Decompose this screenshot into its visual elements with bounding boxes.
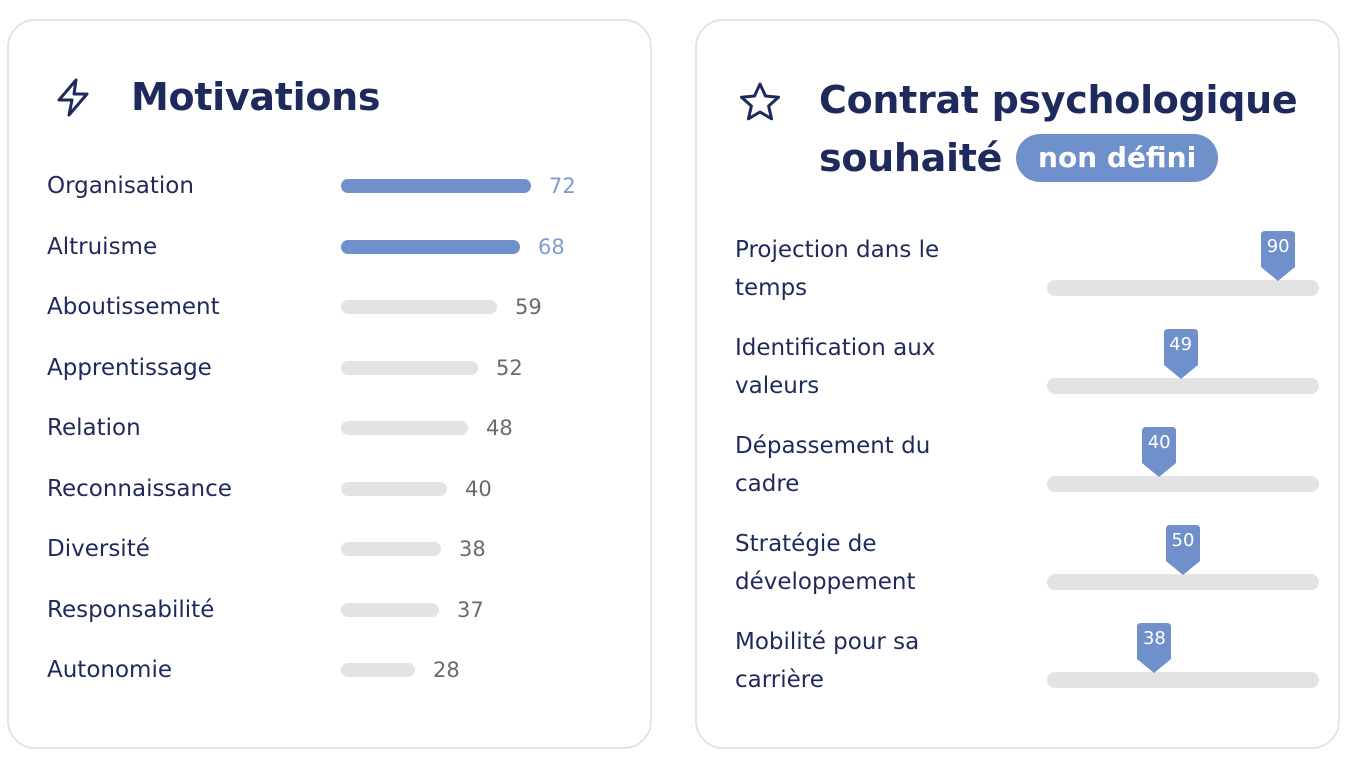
motivation-bar (341, 360, 478, 375)
motivation-bar (341, 663, 415, 677)
contrat-title: Contrat psychologique (819, 78, 1298, 122)
motivation-bar (341, 421, 468, 435)
motivation-bar (341, 602, 439, 617)
motivation-value: 48 (486, 416, 513, 440)
motivation-row-altruisme: Altruisme 68 (47, 227, 627, 267)
motivation-bar (341, 542, 441, 556)
motivation-value: 28 (433, 658, 460, 682)
motivation-value: 59 (515, 295, 542, 319)
contrat-marker: 90 (1261, 231, 1296, 281)
motivation-value: 38 (459, 537, 486, 561)
motivation-row-apprentissage: Apprentissage 52 (47, 348, 627, 388)
contrat-marker-value: 40 (1147, 432, 1171, 453)
status-badge: non défini (1016, 134, 1219, 182)
contrat-marker: 49 (1163, 329, 1198, 379)
contrat-marker-value: 90 (1266, 236, 1290, 257)
motivation-value: 52 (496, 355, 523, 380)
contrat-row-mobilite-pour-sa-carriere: Mobilité pour sa carrière 38 (735, 623, 1325, 713)
motivation-value: 68 (538, 234, 565, 259)
contrat-marker-value: 50 (1171, 530, 1195, 551)
contrat-label: Identification aux valeurs (735, 335, 936, 399)
motivation-bar (341, 239, 520, 254)
contrat-label: Stratégie de développement (735, 531, 916, 595)
contrat-card: Contrat psychologique souhaité non défin… (695, 19, 1340, 749)
contrat-track (1047, 280, 1319, 296)
motivation-label: Apprentissage (47, 354, 212, 381)
contrat-marker: 40 (1142, 427, 1177, 477)
motivation-row-aboutissement: Aboutissement 59 (47, 287, 627, 327)
motivation-label: Aboutissement (47, 294, 220, 320)
motivations-card: Motivations Organisation 72 Altruisme 68 Abo… (7, 19, 652, 749)
contrat-marker-value: 49 (1169, 334, 1193, 355)
motivation-row-responsabilite: Responsabilité 37 (47, 590, 627, 630)
motivations-title: Motivations (131, 75, 381, 119)
motivation-bar (341, 179, 531, 193)
motivation-label: Altruisme (47, 233, 158, 260)
contrat-label: Projection dans le temps (735, 237, 940, 301)
contrat-label: Mobilité pour sa carrière (735, 629, 920, 693)
motivation-bar (341, 300, 497, 314)
motivation-label: Autonomie (47, 657, 172, 683)
star-icon (740, 82, 780, 121)
motivation-row-autonomie: Autonomie 28 (47, 650, 627, 690)
contrat-track (1047, 574, 1319, 590)
contrat-marker: 38 (1137, 623, 1172, 673)
motivation-row-organisation: Organisation 72 (47, 166, 627, 206)
motivation-row-reconnaissance: Reconnaissance 40 (47, 469, 627, 509)
motivation-bar (341, 481, 447, 496)
motivation-value: 72 (549, 174, 576, 198)
motivation-row-relation: Relation 48 (47, 408, 627, 448)
contrat-marker-value: 38 (1142, 628, 1166, 649)
motivation-row-diversite: Diversité 38 (47, 529, 627, 569)
contrat-row-depassement-du-cadre: Dépassement du cadre 40 (735, 427, 1325, 517)
contrat-track (1047, 378, 1319, 394)
contrat-row-identification-aux-valeurs: Identification aux valeurs 49 (735, 329, 1325, 419)
contrat-track (1047, 476, 1319, 492)
contrat-title-line2: souhaité (819, 136, 1003, 180)
motivation-label: Organisation (47, 173, 194, 199)
lightning-icon (57, 78, 89, 117)
motivation-label: Responsabilité (47, 596, 215, 623)
motivations-header: Motivations (51, 68, 381, 126)
contrat-track (1047, 672, 1319, 688)
motivation-label: Diversité (47, 536, 150, 562)
contrat-header: Contrat psychologique souhaité non défin… (737, 71, 1298, 187)
contrat-label: Dépassement du cadre (735, 433, 931, 497)
contrat-marker: 50 (1166, 525, 1200, 575)
motivation-label: Reconnaissance (47, 475, 232, 502)
contrat-row-strategie-de-developpement: Stratégie de développement 50 (735, 525, 1325, 615)
motivation-value: 40 (465, 476, 492, 501)
contrat-row-projection-dans-le-temps: Projection dans le temps 90 (735, 231, 1325, 321)
motivation-label: Relation (47, 415, 141, 441)
motivation-value: 37 (457, 597, 484, 622)
